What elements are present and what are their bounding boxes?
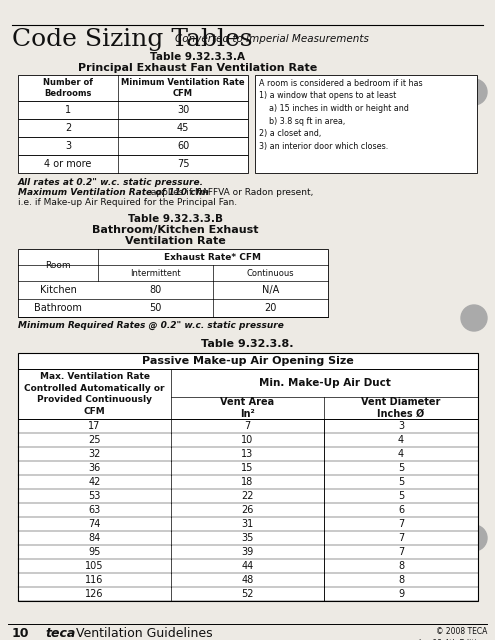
Text: Maximum Ventilation Rate of 110 cfm: Maximum Ventilation Rate of 110 cfm — [18, 188, 209, 197]
Text: Vent Area
In²: Vent Area In² — [220, 397, 275, 419]
Text: 20: 20 — [264, 303, 277, 313]
Text: 8: 8 — [398, 575, 404, 585]
Bar — [18, 119, 248, 137]
Text: 31: 31 — [242, 519, 253, 529]
Text: 5: 5 — [398, 477, 404, 487]
Text: 9: 9 — [398, 589, 404, 599]
Text: 75: 75 — [177, 159, 189, 169]
Bar — [18, 353, 478, 601]
Text: 18: 18 — [242, 477, 253, 487]
Text: 48: 48 — [242, 575, 253, 585]
Text: 36: 36 — [89, 463, 100, 473]
Text: 45: 45 — [177, 123, 189, 133]
Text: 7: 7 — [245, 421, 250, 431]
Text: Intermittent: Intermittent — [130, 269, 181, 278]
Text: A room is considered a bedroom if it has
1) a window that opens to at least
    : A room is considered a bedroom if it has… — [259, 79, 423, 150]
Text: 10: 10 — [12, 627, 30, 640]
Text: 95: 95 — [88, 547, 100, 557]
Text: 6: 6 — [398, 505, 404, 515]
Text: 74: 74 — [88, 519, 100, 529]
Text: 3: 3 — [398, 421, 404, 431]
Bar — [18, 75, 248, 101]
Text: 15: 15 — [242, 463, 253, 473]
Text: 3: 3 — [65, 141, 71, 151]
Text: teca: teca — [45, 627, 75, 640]
Text: 44: 44 — [242, 561, 253, 571]
Text: 7: 7 — [398, 519, 404, 529]
Bar — [18, 101, 248, 119]
Text: 1: 1 — [65, 105, 71, 115]
Text: Exhaust Rate* CFM: Exhaust Rate* CFM — [164, 253, 261, 262]
Text: Ventilation Guidelines: Ventilation Guidelines — [72, 627, 213, 640]
Text: 50: 50 — [149, 303, 162, 313]
Bar — [255, 75, 477, 173]
Text: 63: 63 — [89, 505, 100, 515]
Text: 22: 22 — [241, 491, 254, 501]
Bar — [18, 155, 248, 173]
Text: 126: 126 — [85, 589, 104, 599]
Text: 30: 30 — [177, 105, 189, 115]
Text: 26: 26 — [242, 505, 253, 515]
Text: Converted to Imperial Measurements: Converted to Imperial Measurements — [175, 34, 369, 44]
Text: 10: 10 — [242, 435, 253, 445]
Text: 42: 42 — [88, 477, 100, 487]
Text: Bathroom/Kitchen Exhaust: Bathroom/Kitchen Exhaust — [92, 225, 258, 235]
Text: Passive Make-up Air Opening Size: Passive Make-up Air Opening Size — [142, 356, 354, 366]
Text: 60: 60 — [177, 141, 189, 151]
Text: Vent Diameter
Inches Ø: Vent Diameter Inches Ø — [361, 397, 441, 419]
Text: Principal Exhaust Fan Ventilation Rate: Principal Exhaust Fan Ventilation Rate — [78, 63, 317, 73]
Text: Code Sizing Tables: Code Sizing Tables — [12, 28, 252, 51]
Text: 53: 53 — [88, 491, 100, 501]
Text: 5: 5 — [398, 463, 404, 473]
Text: 8: 8 — [398, 561, 404, 571]
Circle shape — [461, 305, 487, 331]
Text: 5: 5 — [398, 491, 404, 501]
Text: 2: 2 — [65, 123, 71, 133]
Text: 80: 80 — [149, 285, 162, 295]
Text: N/A: N/A — [262, 285, 279, 295]
Text: 4: 4 — [398, 435, 404, 445]
Circle shape — [461, 525, 487, 551]
Text: i.e. if Make-up Air Required for the Principal Fan.: i.e. if Make-up Air Required for the Pri… — [18, 198, 237, 207]
Text: Number of
Bedrooms: Number of Bedrooms — [43, 78, 93, 98]
Text: 52: 52 — [241, 589, 254, 599]
Circle shape — [461, 79, 487, 105]
Text: Table 9.32.3.3.A: Table 9.32.3.3.A — [150, 52, 245, 62]
Text: © 2008 TECA
Jan 08 4th Edition: © 2008 TECA Jan 08 4th Edition — [419, 627, 487, 640]
Text: Ventilation Rate: Ventilation Rate — [125, 236, 225, 246]
Text: Bathroom: Bathroom — [34, 303, 82, 313]
Text: 7: 7 — [398, 547, 404, 557]
Text: 35: 35 — [242, 533, 253, 543]
Bar — [18, 249, 328, 317]
Bar — [18, 137, 248, 155]
Text: 105: 105 — [85, 561, 104, 571]
Text: 32: 32 — [88, 449, 100, 459]
Text: Max. Ventilation Rate
Controlled Automatically or
Provided Continuously
CFM: Max. Ventilation Rate Controlled Automat… — [24, 372, 165, 416]
Text: 116: 116 — [85, 575, 103, 585]
Text: All rates at 0.2" w.c. static pressure.: All rates at 0.2" w.c. static pressure. — [18, 178, 204, 187]
Text: Table 9.32.3.8.: Table 9.32.3.8. — [201, 339, 294, 349]
Text: Continuous: Continuous — [247, 269, 295, 278]
Text: 84: 84 — [89, 533, 100, 543]
Text: 39: 39 — [242, 547, 253, 557]
Text: 25: 25 — [88, 435, 101, 445]
Text: 17: 17 — [88, 421, 100, 431]
Text: 4 or more: 4 or more — [45, 159, 92, 169]
Text: applies if NAFFVA or Radon present,: applies if NAFFVA or Radon present, — [148, 188, 313, 197]
Text: Kitchen: Kitchen — [40, 285, 76, 295]
Text: Table 9.32.3.3.B: Table 9.32.3.3.B — [128, 214, 222, 224]
Text: 7: 7 — [398, 533, 404, 543]
Text: Min. Make-Up Air Duct: Min. Make-Up Air Duct — [258, 378, 391, 388]
Text: 4: 4 — [398, 449, 404, 459]
Text: 13: 13 — [242, 449, 253, 459]
Text: Minimum Required Rates @ 0.2" w.c. static pressure: Minimum Required Rates @ 0.2" w.c. stati… — [18, 321, 284, 330]
Text: Minimum Ventilation Rate
CFM: Minimum Ventilation Rate CFM — [121, 78, 245, 98]
Text: Room: Room — [45, 260, 71, 269]
